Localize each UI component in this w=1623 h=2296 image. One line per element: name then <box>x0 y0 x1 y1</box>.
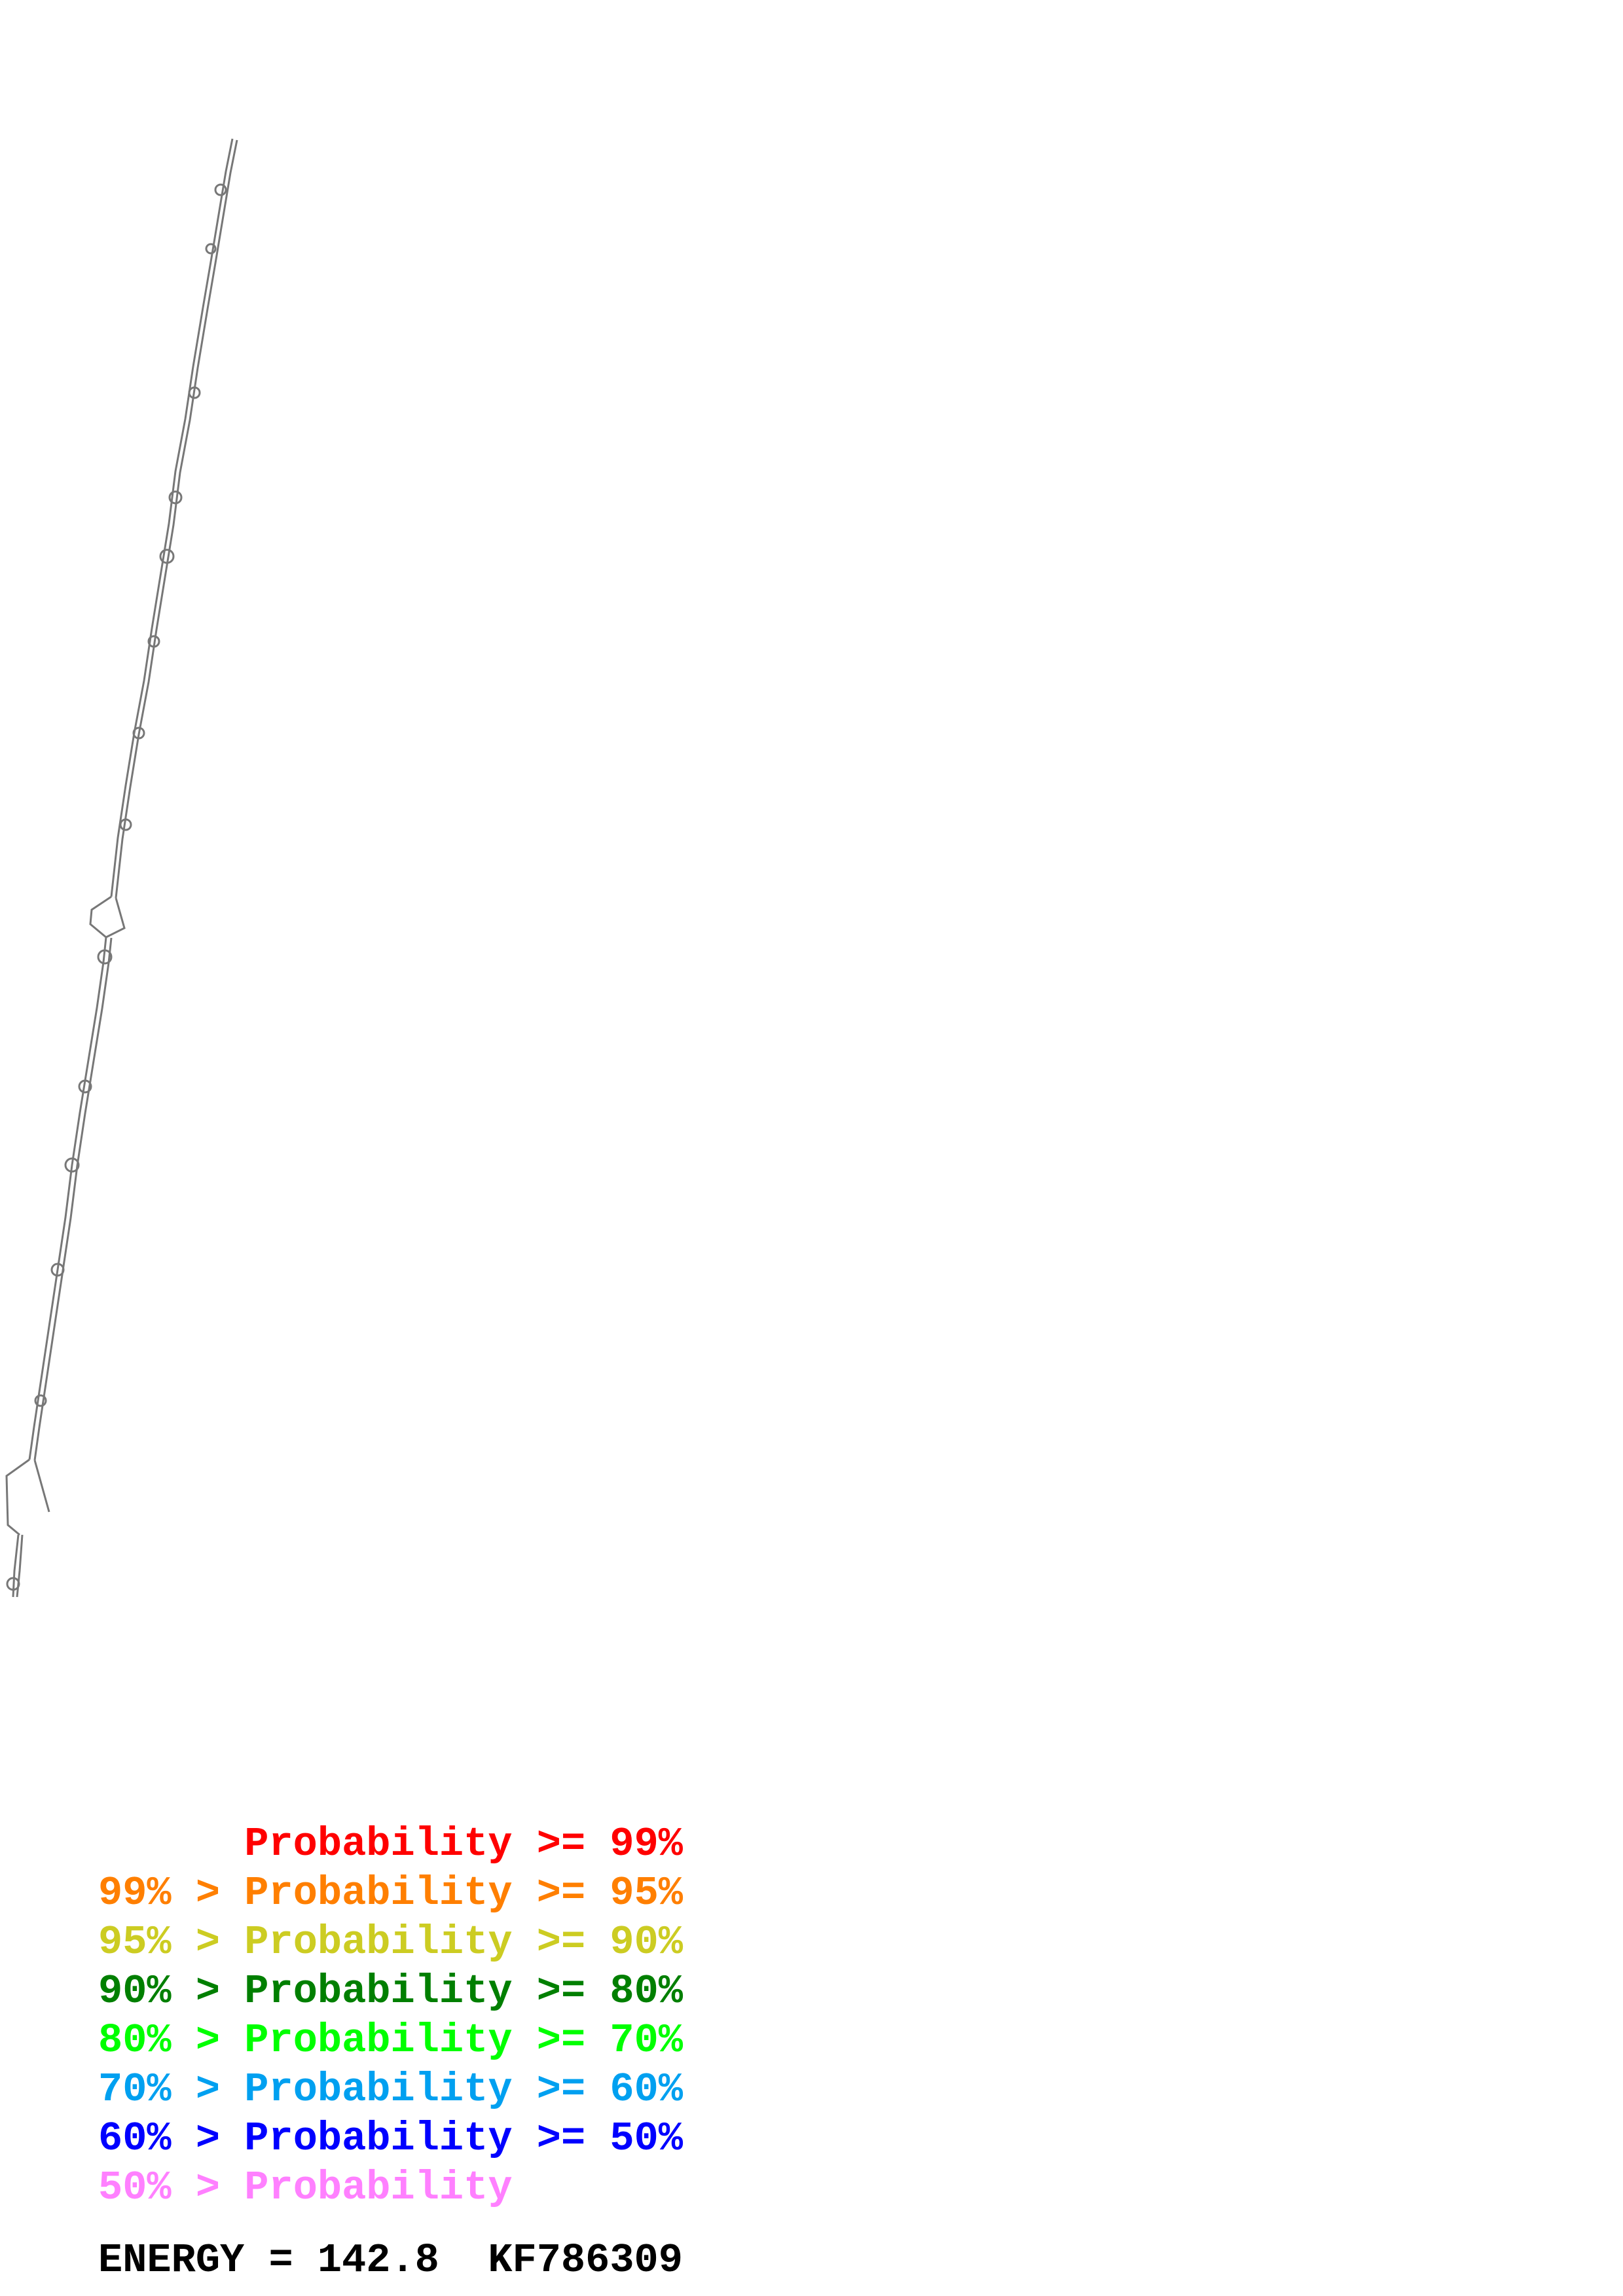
legend-gap <box>220 2115 244 2162</box>
legend-word: Probability <box>244 1870 513 1916</box>
legend-gap <box>172 2115 196 2162</box>
legend-gap <box>196 1821 244 1867</box>
legend-gt: > <box>195 2066 221 2113</box>
legend-low: 95% <box>98 1919 172 1965</box>
rna-loops <box>6 183 227 1591</box>
legend-ge: >= <box>536 1968 586 2015</box>
legend-gap <box>220 2017 244 2064</box>
energy-footer: ENERGY = 142.8 KF786309 <box>98 2237 683 2284</box>
legend-low: 70% <box>98 2066 172 2113</box>
legend-row: 99% > Probability >= 95% <box>98 1869 683 1918</box>
legend-word: Probability <box>244 2066 513 2113</box>
energy-label: ENERGY = 142.8 <box>98 2237 439 2284</box>
legend-gap <box>220 2164 244 2211</box>
legend-gap <box>585 2115 610 2162</box>
legend-word: Probability <box>244 1821 513 1867</box>
legend-gap <box>172 1870 196 1916</box>
legend-gap <box>172 2017 196 2064</box>
legend-ge: >= <box>536 1821 586 1867</box>
legend-gap <box>172 2066 196 2113</box>
legend-ge: >= <box>536 2017 586 2064</box>
legend-gap <box>513 2115 537 2162</box>
legend-gap <box>585 1821 610 1867</box>
spacer <box>439 2237 488 2284</box>
legend-high: 90% <box>610 1919 684 1965</box>
sequence-id: KF786309 <box>488 2237 683 2284</box>
legend-low: 80% <box>98 2017 172 2064</box>
legend-gap <box>610 2164 683 2211</box>
legend-gap <box>172 1968 196 2015</box>
legend-gap <box>585 1919 610 1965</box>
legend-ge: >= <box>536 1870 586 1916</box>
legend-high: 99% <box>610 1821 684 1867</box>
legend-gap <box>220 1968 244 2015</box>
legend-gt: > <box>195 2115 221 2162</box>
legend-row: 95% > Probability >= 90% <box>98 1918 683 1967</box>
legend-word: Probability <box>244 2017 513 2064</box>
legend-gap <box>513 2164 537 2211</box>
legend-word: Probability <box>244 2115 513 2162</box>
legend-row: 80% > Probability >= 70% <box>98 2016 683 2065</box>
legend-gap <box>513 1870 537 1916</box>
legend-gap <box>220 2066 244 2113</box>
legend-gap <box>172 1919 196 1965</box>
legend-low: 90% <box>98 1968 172 2015</box>
legend-high: 80% <box>610 1968 684 2015</box>
legend-gt: > <box>195 1870 221 1916</box>
legend-gap <box>172 2164 196 2211</box>
rna-backbone <box>5 138 238 1598</box>
legend-row: 90% > Probability >= 80% <box>98 1967 683 2016</box>
legend-gap <box>98 1821 196 1867</box>
legend-word: Probability <box>244 1919 513 1965</box>
legend-high: 95% <box>610 1870 684 1916</box>
legend-high: 70% <box>610 2017 684 2064</box>
legend-low: 50% <box>98 2164 172 2211</box>
legend-gt: > <box>195 2017 221 2064</box>
legend-gt: > <box>195 1968 221 2015</box>
legend-row: 60% > Probability >= 50% <box>98 2114 683 2163</box>
legend-row: 50% > Probability <box>98 2163 683 2212</box>
legend-gap <box>585 2017 610 2064</box>
legend-high: 50% <box>610 2115 684 2162</box>
legend-gap <box>513 1821 537 1867</box>
legend-row: Probability >= 99% <box>98 1820 683 1869</box>
legend-ge: >= <box>536 2066 586 2113</box>
legend-word: Probability <box>244 2164 513 2211</box>
legend-gap <box>220 1870 244 1916</box>
legend-gt: > <box>195 2164 221 2211</box>
legend-gap <box>585 1870 610 1916</box>
legend-word: Probability <box>244 1968 513 2015</box>
legend-low: 60% <box>98 2115 172 2162</box>
legend-gap <box>537 2164 610 2211</box>
legend-high: 60% <box>610 2066 684 2113</box>
legend-gt: > <box>195 1919 221 1965</box>
probability-legend: Probability >= 99% 99% > Probability >= 9… <box>98 1820 683 2212</box>
legend-gap <box>513 2066 537 2113</box>
legend-gap <box>513 2017 537 2064</box>
legend-gap <box>585 2066 610 2113</box>
legend-gap <box>513 1919 537 1965</box>
legend-ge: >= <box>536 2115 586 2162</box>
legend-gap <box>585 1968 610 2015</box>
legend-ge: >= <box>536 1919 586 1965</box>
legend-row: 70% > Probability >= 60% <box>98 2065 683 2114</box>
rna-structure-diagram <box>5 138 238 1598</box>
legend-gap <box>513 1968 537 2015</box>
legend-low: 99% <box>98 1870 172 1916</box>
legend-gap <box>220 1919 244 1965</box>
